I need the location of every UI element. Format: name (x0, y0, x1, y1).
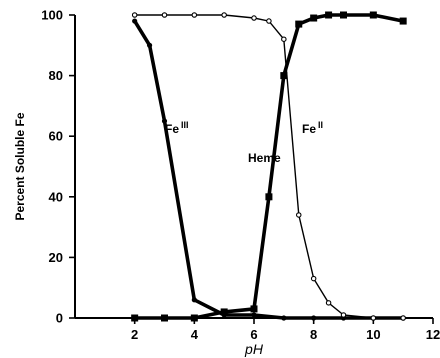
data-point-feiii (191, 297, 197, 303)
data-point-heme (190, 314, 198, 322)
data-point-feii (340, 312, 347, 318)
data-point-heme (250, 305, 258, 313)
data-point-feiii (146, 42, 153, 48)
data-point-heme (399, 17, 407, 25)
tick-labels: 2 4 6 8 10 12 0 20 40 60 80 100 (41, 8, 440, 343)
data-point-heme (131, 314, 139, 322)
y-tick-label: 20 (49, 250, 63, 265)
y-tick-label: 40 (49, 189, 63, 204)
y-tick-label: 80 (49, 68, 63, 83)
data-point-feii (191, 12, 198, 18)
tick-marks (69, 14, 434, 324)
data-point-heme (325, 11, 333, 19)
data-point-feiii (251, 312, 257, 318)
x-tick-label: 10 (366, 327, 380, 342)
data-point-heme (310, 14, 318, 22)
y-axis-title: Percent Soluble Fe (13, 112, 27, 220)
data-point-heme (220, 308, 228, 316)
data-point-heme (161, 314, 168, 322)
data-point-feii (251, 15, 257, 21)
data-point-heme (265, 193, 273, 201)
data-point-feiii (161, 118, 168, 124)
x-tick-label: 12 (426, 327, 440, 342)
y-tick-label: 0 (56, 311, 63, 326)
data-point-feiii (132, 18, 138, 24)
series-label-fe2: Fe II (302, 120, 323, 136)
data-point-heme (280, 72, 288, 80)
data-point-feii (295, 212, 302, 218)
data-point-feii (266, 18, 272, 24)
data-point-heme (369, 11, 377, 19)
y-tick-label: 60 (49, 129, 63, 144)
data-point-feii (325, 300, 332, 306)
data-point-feii (281, 36, 287, 42)
data-point-feiii (311, 315, 317, 321)
series-line-feiii (133, 20, 404, 320)
x-tick-label: 2 (131, 327, 138, 342)
y-tick-label: 100 (41, 8, 63, 23)
data-point-feii (370, 315, 377, 321)
series-markers (131, 11, 407, 322)
data-point-feiii (281, 315, 287, 321)
series-line-feii (134, 14, 404, 319)
series-label-heme: Heme (248, 151, 281, 165)
data-point-feii (131, 12, 138, 18)
data-point-feii (161, 12, 168, 18)
x-tick-label: 6 (250, 327, 257, 342)
data-point-feii (221, 12, 227, 18)
axes (74, 15, 433, 319)
data-point-heme (295, 20, 303, 28)
series-line-heme (134, 13, 404, 320)
x-tick-label: 8 (310, 327, 317, 342)
data-point-feii (310, 275, 317, 282)
data-point-heme (340, 11, 347, 19)
series-label-fe3: Fe III (165, 120, 189, 136)
data-point-feii (400, 315, 406, 321)
x-axis-title: pH (244, 341, 264, 357)
x-tick-label: 4 (191, 327, 199, 342)
series-lines (133, 13, 404, 320)
